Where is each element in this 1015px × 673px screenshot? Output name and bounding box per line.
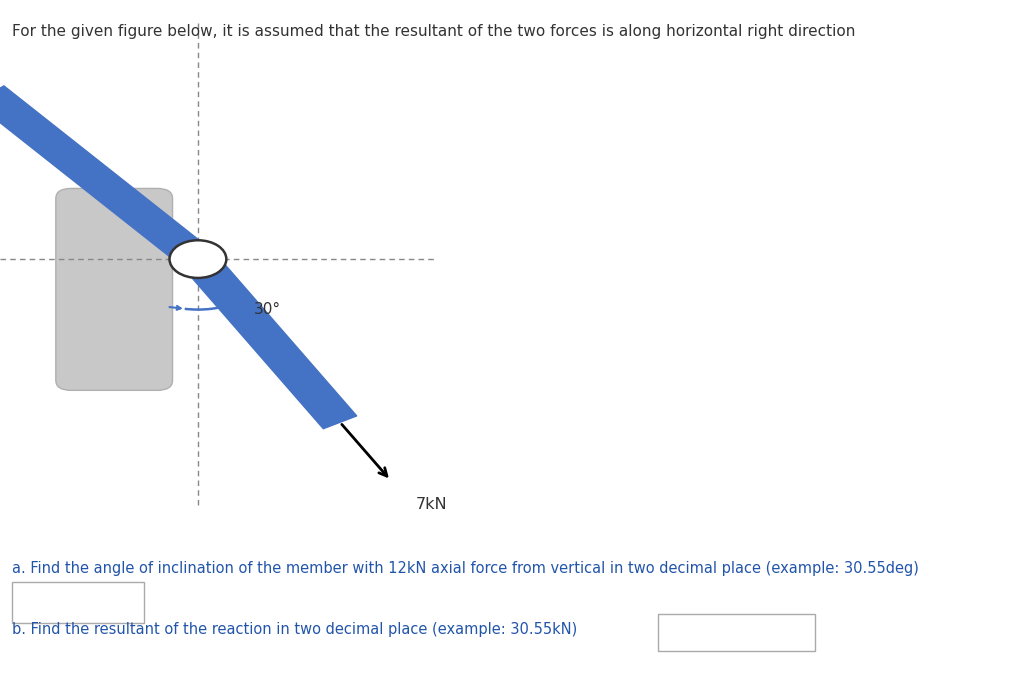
Text: a. Find the angle of inclination of the member with 12kN axial force from vertic: a. Find the angle of inclination of the … <box>12 561 919 576</box>
Text: 30°: 30° <box>254 302 281 317</box>
FancyBboxPatch shape <box>56 188 173 390</box>
FancyBboxPatch shape <box>12 582 144 623</box>
FancyBboxPatch shape <box>658 614 815 651</box>
Text: For the given figure below, it is assumed that the resultant of the two forces i: For the given figure below, it is assume… <box>12 24 856 38</box>
Text: b. Find the resultant of the reaction in two decimal place (example: 30.55kN): b. Find the resultant of the reaction in… <box>12 622 578 637</box>
Circle shape <box>170 240 226 278</box>
Polygon shape <box>0 86 213 267</box>
Text: 7kN: 7kN <box>416 497 448 512</box>
Polygon shape <box>182 253 356 429</box>
